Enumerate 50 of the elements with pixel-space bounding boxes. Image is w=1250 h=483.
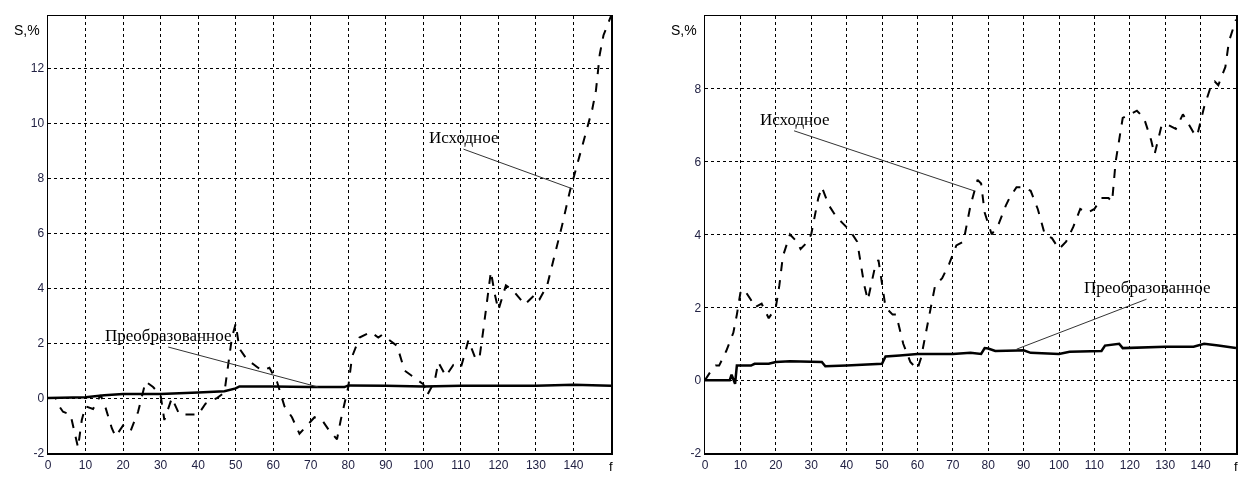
x-tick-label: 100 — [1048, 457, 1070, 472]
x-tick-label: 50 — [875, 457, 889, 472]
x-tick-label: 140 — [1190, 457, 1211, 472]
y-tick-label: 12 — [30, 61, 45, 76]
y-tick-label: 8 — [37, 171, 45, 186]
x-tick-label: 100 — [413, 457, 434, 472]
x-tick-label: 120 — [1119, 457, 1141, 472]
x-tick-label: 30 — [153, 457, 168, 472]
x-tick-label: 120 — [488, 457, 509, 472]
y-tick-label: -2 — [690, 446, 702, 461]
x-tick-label: 10 — [78, 457, 93, 472]
x-tick-label: 20 — [769, 457, 783, 472]
y-tick-label: 4 — [37, 281, 45, 296]
x-tick-label: 130 — [1155, 457, 1176, 472]
x-tick-label: 60 — [910, 457, 925, 472]
x-tick-label: 80 — [981, 457, 996, 472]
annotation: Преобразованное — [105, 326, 232, 345]
x-tick-label: 90 — [379, 457, 393, 472]
annotation: Преобразованное — [1084, 278, 1211, 297]
x-axis-title: f — [609, 459, 613, 474]
y-tick-label: 0 — [37, 391, 45, 406]
x-tick-label: 70 — [946, 457, 960, 472]
annotation: Исходное — [760, 110, 830, 129]
annotation: Исходное — [429, 128, 499, 147]
x-tick-label: 130 — [525, 457, 547, 472]
y-tick-label: 4 — [694, 227, 702, 242]
x-tick-label: 40 — [191, 457, 206, 472]
x-tick-label: 40 — [839, 457, 854, 472]
x-tick-label: 10 — [733, 457, 748, 472]
x-tick-label: 90 — [1016, 457, 1031, 472]
x-tick-label: 30 — [804, 457, 819, 472]
y-tick-label: 6 — [37, 226, 45, 241]
y-tick-label: -2 — [33, 446, 45, 461]
y-axis-title: S,% — [14, 22, 40, 38]
x-tick-label: 80 — [341, 457, 356, 472]
x-axis-title: f — [1234, 459, 1238, 474]
y-tick-label: 2 — [694, 300, 702, 315]
x-tick-label: 110 — [451, 457, 471, 472]
y-tick-label: 0 — [694, 373, 702, 388]
x-tick-label: 140 — [563, 457, 584, 472]
x-tick-label: 110 — [1084, 457, 1105, 472]
x-tick-label: 50 — [228, 457, 243, 472]
y-tick-label: 8 — [694, 82, 702, 97]
y-tick-label: 10 — [30, 116, 45, 131]
x-tick-label: 70 — [304, 457, 318, 472]
y-axis-title: S,% — [671, 22, 697, 38]
y-tick-label: 2 — [37, 336, 45, 351]
x-tick-label: 60 — [266, 457, 281, 472]
x-tick-label: 20 — [116, 457, 131, 472]
y-tick-label: 6 — [694, 154, 702, 169]
